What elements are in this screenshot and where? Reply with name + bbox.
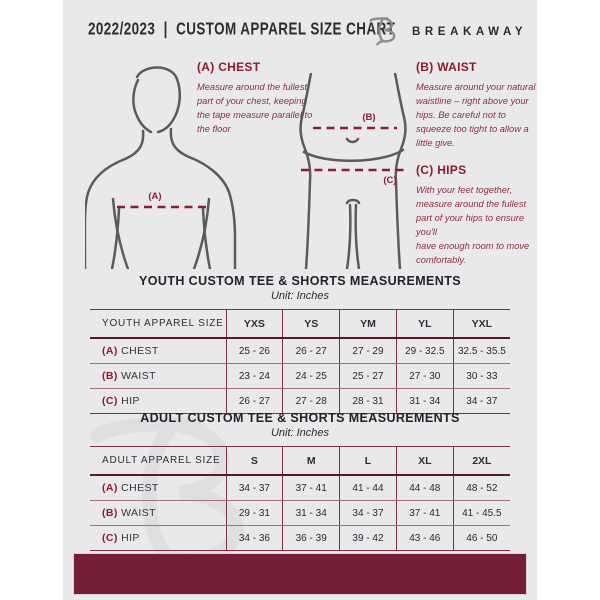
table-row: (C) HIP 34 - 36 36 - 39 39 - 42 43 - 46 46 - … xyxy=(90,525,510,551)
torso-figure: (A) xyxy=(85,66,237,269)
size-column-header: YXL xyxy=(452,309,510,339)
value-cell: 32.5 - 35.5 xyxy=(452,338,510,364)
value-cell: 44 - 48 xyxy=(395,475,454,501)
title-separator: | xyxy=(163,20,168,39)
value-cell: 29 - 32.5 xyxy=(395,338,454,364)
row-label-cell: (A) CHEST xyxy=(90,338,226,364)
lower-body-figure: (B) (C) xyxy=(299,73,407,269)
row-prefix: (A) xyxy=(102,482,118,494)
size-column-header: YM xyxy=(339,309,397,339)
youth-section: YOUTH CUSTOM TEE & SHORTS MEASUREMENTS U… xyxy=(63,274,537,414)
breakaway-logo-icon xyxy=(367,14,399,46)
table-row: (A) CHEST 25 - 26 26 - 27 27 - 29 29 - 32.5 3… xyxy=(90,338,510,364)
adult-size-table: ADULT APPAREL SIZE S M L XL 2XL (A) CHEST 34 - … xyxy=(90,446,510,551)
value-cell: 43 - 46 xyxy=(395,525,454,551)
value-cell: 37 - 41 xyxy=(282,475,340,501)
size-column-header: 2XL xyxy=(452,446,510,476)
hips-heading: (C) HIPS xyxy=(416,163,467,177)
value-cell: 29 - 31 xyxy=(225,500,283,526)
value-cell: 27 - 30 xyxy=(395,363,454,389)
marker-c-label: (C) xyxy=(383,175,396,186)
value-cell: 26 - 27 xyxy=(225,388,283,414)
value-cell: 48 - 52 xyxy=(452,475,510,501)
hips-instructions: With your feet together, measure around … xyxy=(416,185,530,265)
brand-name: BREAKAWAY xyxy=(412,26,528,38)
value-cell: 27 - 29 xyxy=(339,338,397,364)
youth-table-title: YOUTH CUSTOM TEE & SHORTS MEASUREMENTS xyxy=(139,274,461,288)
value-cell: 37 - 41 xyxy=(395,500,454,526)
hips-guide: (C) HIPS With your feet together, measur… xyxy=(416,163,537,268)
value-cell: 46 - 50 xyxy=(452,525,510,551)
row-label-cell: (C) HIP xyxy=(90,525,226,551)
size-column-header: YXS xyxy=(225,309,283,339)
value-cell: 30 - 33 xyxy=(452,363,510,389)
waist-instructions: Measure around your natural waistline – … xyxy=(416,82,536,148)
table-row: (B) WAIST 23 - 24 24 - 25 25 - 27 27 - 30 30 … xyxy=(90,363,510,389)
table-row: (B) WAIST 29 - 31 31 - 34 34 - 37 37 - 41 41 … xyxy=(90,500,510,526)
marker-b-label: (B) xyxy=(362,112,375,123)
row-prefix: (C) xyxy=(102,395,118,407)
youth-size-table: YOUTH APPAREL SIZE YXS YS YM YL YXL (A) CHEST 2… xyxy=(90,309,510,414)
adult-section: ADULT CUSTOM TEE & SHORTS MEASUREMENTS U… xyxy=(63,411,537,551)
season-label: 2022/2023 xyxy=(88,20,156,39)
adult-table-title: ADULT CUSTOM TEE & SHORTS MEASUREMENTS xyxy=(140,411,460,425)
size-column-header: YS xyxy=(282,309,340,339)
value-cell: 34 - 37 xyxy=(452,388,510,414)
row-prefix: (A) xyxy=(102,345,118,357)
value-cell: 41 - 44 xyxy=(339,475,397,501)
chest-heading: (A) CHEST xyxy=(197,60,261,74)
value-cell: 41 - 45.5 xyxy=(452,500,510,526)
size-column-header: YL xyxy=(395,309,454,339)
value-cell: 25 - 26 xyxy=(225,338,283,364)
value-cell: 34 - 37 xyxy=(339,500,397,526)
size-label-cell: YOUTH APPAREL SIZE xyxy=(90,309,226,339)
size-label-cell: ADULT APPAREL SIZE xyxy=(90,446,226,476)
size-column-header: L xyxy=(339,446,397,476)
size-column-header: XL xyxy=(395,446,454,476)
table-row: (C) HIP 26 - 27 27 - 28 28 - 31 31 - 34 34 - … xyxy=(90,388,510,414)
page-background: 2022/2023 | CUSTOM APPAREL SIZE CHART BR… xyxy=(63,0,537,600)
row-label-cell: (B) WAIST xyxy=(90,363,226,389)
value-cell: 26 - 27 xyxy=(282,338,340,364)
value-cell: 31 - 34 xyxy=(282,500,340,526)
chest-instructions: Measure around the fullest part of your … xyxy=(197,82,313,134)
row-label-cell: (C) HIP xyxy=(90,388,226,414)
waist-guide: (B) WAIST Measure around your natural wa… xyxy=(416,60,537,151)
marker-a-label: (A) xyxy=(148,191,161,202)
row-prefix: (C) xyxy=(102,532,118,544)
row-prefix: (B) xyxy=(102,507,118,519)
size-column-header: S xyxy=(225,446,283,476)
row-label-cell: (A) CHEST xyxy=(90,475,226,501)
table-row: (A) CHEST 34 - 37 37 - 41 41 - 44 44 - 48 48 … xyxy=(90,475,510,501)
value-cell: 25 - 27 xyxy=(339,363,397,389)
row-label-cell: (B) WAIST xyxy=(90,500,226,526)
row-prefix: (B) xyxy=(102,370,118,382)
chest-guide: (A) CHEST Measure around the fullest par… xyxy=(197,60,313,137)
waist-heading: (B) WAIST xyxy=(416,60,477,74)
value-cell: 28 - 31 xyxy=(339,388,397,414)
value-cell: 24 - 25 xyxy=(282,363,340,389)
value-cell: 27 - 28 xyxy=(282,388,340,414)
value-cell: 36 - 39 xyxy=(282,525,340,551)
youth-table-unit: Unit: Inches xyxy=(270,290,330,302)
chart-title: CUSTOM APPAREL SIZE CHART xyxy=(176,20,396,39)
value-cell: 34 - 36 xyxy=(225,525,283,551)
size-column-header: M xyxy=(282,446,340,476)
page-title: 2022/2023 | CUSTOM APPAREL SIZE CHART xyxy=(88,20,395,40)
value-cell: 34 - 37 xyxy=(225,475,283,501)
footer-bar xyxy=(73,553,527,595)
value-cell: 31 - 34 xyxy=(395,388,454,414)
value-cell: 39 - 42 xyxy=(339,525,397,551)
value-cell: 23 - 24 xyxy=(225,363,283,389)
adult-table-unit: Unit: Inches xyxy=(270,427,330,439)
